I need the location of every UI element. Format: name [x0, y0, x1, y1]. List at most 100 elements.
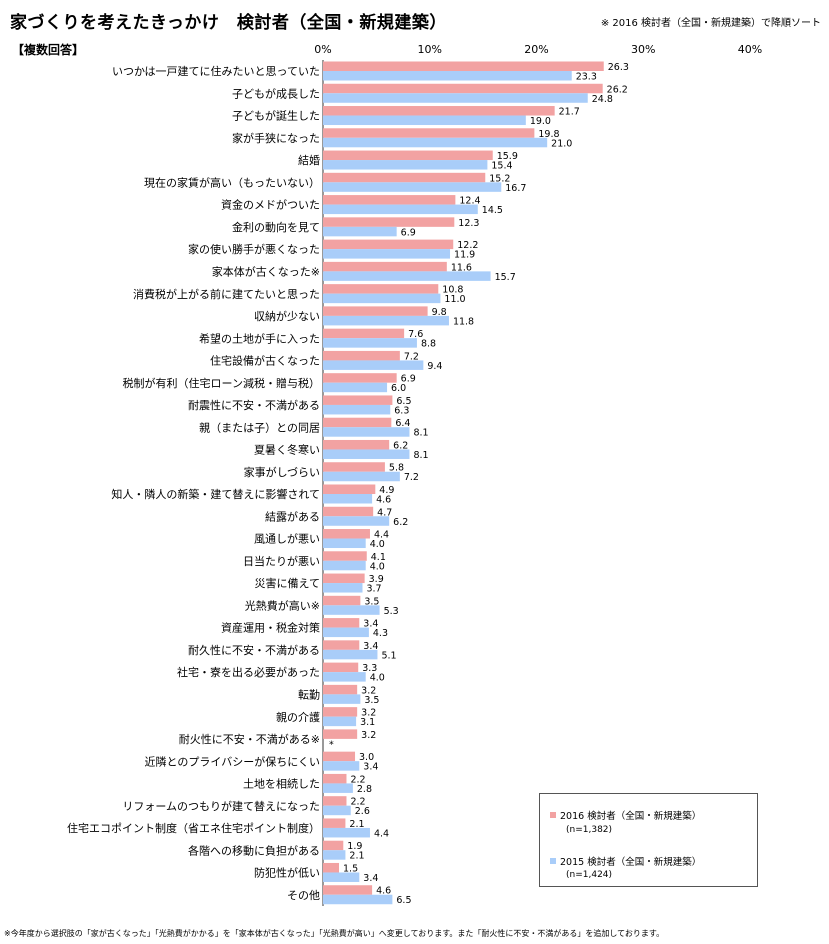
data-label-2016: 7.6 [408, 329, 423, 340]
bar-2016 [323, 373, 397, 383]
bar-2016 [323, 417, 392, 428]
bar-2015 [323, 872, 360, 882]
bar-2016 [323, 551, 367, 561]
bar-2016 [323, 195, 456, 205]
category-label: その他 [287, 889, 320, 902]
bar-2016 [323, 395, 393, 405]
data-label-2016: 26.2 [607, 84, 628, 95]
bar-2016 [323, 773, 347, 784]
data-label-2016: 6.5 [396, 396, 411, 407]
bar-2015 [323, 649, 378, 660]
category-label: 夏暑く冬寒い [254, 443, 320, 457]
legend-label-2015: 2015 検討者（全国・新規建築） [560, 857, 702, 868]
legend-n-2015: (n=1,424) [566, 870, 613, 880]
data-label-2016: 4.9 [379, 485, 394, 496]
x-tick-label: 30% [631, 43, 655, 56]
category-label: 親の介護 [276, 710, 320, 724]
data-label-2016: 4.1 [371, 552, 386, 563]
data-label-2015: 8.1 [413, 428, 428, 439]
bar-2015 [323, 583, 363, 593]
bar-2015 [323, 827, 370, 838]
bar-2015 [323, 783, 353, 793]
bar-2015 [323, 538, 366, 549]
bar-2015 [323, 226, 397, 237]
data-label-2016: 15.9 [497, 151, 518, 162]
category-label: 防犯性が低い [254, 866, 320, 880]
bar-2015 [323, 560, 366, 571]
bar-2015 [323, 338, 417, 348]
data-label-2015: 4.0 [370, 673, 385, 684]
x-tick-label: 10% [418, 43, 442, 56]
data-label-2016: 19.8 [538, 129, 559, 140]
bar-2015 [323, 249, 451, 259]
bar-2016 [323, 862, 340, 873]
data-label-2016: 3.3 [362, 663, 377, 674]
data-label-2016: 2.2 [350, 797, 365, 808]
x-tick-label: 0% [314, 43, 331, 56]
bar-2015 [323, 471, 400, 482]
bar-2016 [323, 261, 447, 272]
data-label-2015: * [329, 739, 334, 750]
data-label-2016: 3.5 [364, 596, 379, 607]
bar-2015 [323, 694, 361, 704]
bar-2016 [323, 284, 439, 294]
data-label-2016: 6.9 [401, 374, 416, 385]
category-label: 子どもが誕生した [232, 109, 320, 123]
data-label-2016: 26.3 [608, 62, 629, 73]
category-label: 災害に備えて [255, 576, 320, 590]
category-label: 資産運用・税金対策 [221, 621, 320, 635]
bar-2016 [323, 61, 604, 71]
bar-2016 [323, 128, 535, 138]
data-label-2016: 12.4 [459, 196, 480, 207]
category-label: 各階への移動に負担がある [188, 843, 320, 857]
bar-2015 [323, 382, 388, 393]
data-label-2015: 4.6 [376, 495, 391, 506]
bar-2016 [323, 662, 359, 673]
category-label: 耐久性に不安・不満がある [188, 643, 320, 657]
page-title: 家づくりを考えたきっかけ 検討者（全国・新規建築） [10, 13, 447, 33]
data-label-2016: 21.7 [559, 107, 580, 118]
data-label-2016: 11.6 [451, 262, 472, 273]
category-label: リフォームのつもりが建て替えになった [122, 799, 320, 813]
bar-2016 [323, 529, 370, 539]
footnote: ※今年度から選択肢の「家が古くなった」「光熱費がかかる」を「家本体が古くなった」… [4, 929, 665, 938]
bar-2016 [323, 350, 400, 361]
bar-2015 [323, 672, 366, 682]
data-label-2015: 8.1 [413, 450, 428, 461]
data-label-2015: 15.4 [491, 161, 512, 172]
category-label: 結婚 [298, 153, 320, 167]
category-label: 資金のメドがついた [221, 198, 320, 212]
data-label-2016: 3.2 [361, 708, 376, 719]
category-label: 家の使い勝手が悪くなった [188, 242, 320, 256]
data-label-2015: 21.0 [551, 138, 572, 149]
category-label: 親（または子）との同居 [199, 421, 320, 434]
data-label-2015: 4.0 [370, 539, 385, 550]
data-label-2015: 4.3 [373, 628, 388, 639]
bar-2016 [323, 640, 360, 650]
bar-2016 [323, 618, 360, 628]
bar-2016 [323, 239, 454, 250]
bar-2015 [323, 805, 351, 816]
bar-2015 [323, 315, 449, 326]
bar-2015 [323, 182, 502, 192]
bar-2016 [323, 462, 385, 472]
data-label-2016: 4.6 [376, 886, 391, 897]
bar-2015 [323, 271, 491, 281]
multi-answer-label: 【複数回答】 [12, 43, 85, 57]
bar-2016 [323, 573, 365, 584]
category-label: 家本体が古くなった※ [212, 265, 320, 279]
data-label-2016: 3.2 [361, 685, 376, 696]
data-label-2015: 5.1 [381, 650, 396, 661]
data-label-2015: 2.6 [355, 806, 370, 817]
data-label-2015: 24.8 [592, 94, 613, 105]
bar-2016 [323, 751, 356, 762]
category-label: 日当たりが悪い [243, 554, 320, 568]
bar-2016 [323, 150, 493, 161]
category-label: 社宅・寮を出る必要があった [177, 665, 320, 679]
category-label: 結露がある [265, 509, 320, 523]
x-tick-label: 20% [524, 43, 548, 56]
category-label: 耐震性に不安・不満がある [188, 398, 320, 412]
data-label-2015: 3.1 [360, 717, 375, 728]
data-label-2015: 15.7 [495, 272, 516, 283]
